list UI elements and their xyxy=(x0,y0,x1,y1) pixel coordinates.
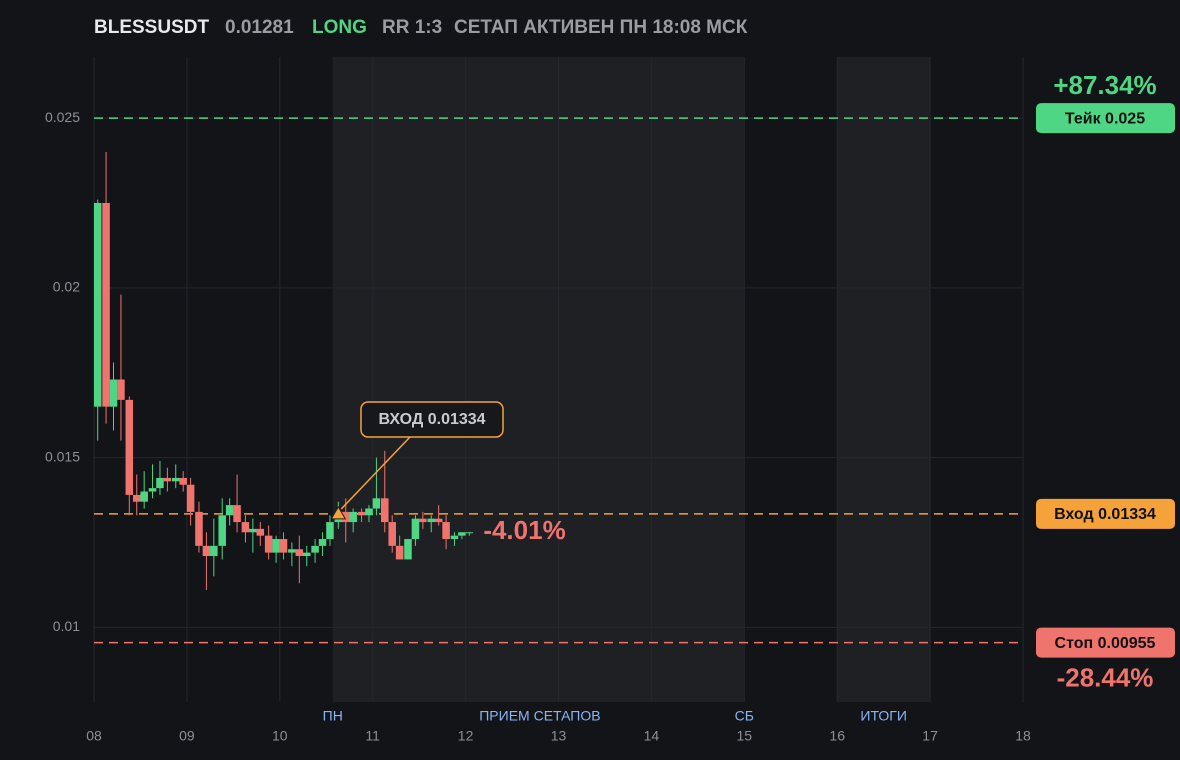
level-label: Тейк 0.025 xyxy=(1065,110,1145,127)
level-label: Вход 0.01334 xyxy=(1054,506,1156,523)
candle-body xyxy=(117,379,125,400)
candle-body xyxy=(163,477,172,482)
candle-body xyxy=(140,491,148,502)
x-tick-label: 14 xyxy=(644,728,660,744)
level-label: Стоп 0.00955 xyxy=(1055,635,1156,652)
candle-body xyxy=(388,522,396,546)
candle-body xyxy=(302,552,311,557)
candle-body xyxy=(272,539,280,553)
x-tick-label: 08 xyxy=(86,728,102,744)
price: 0.01281 xyxy=(225,17,294,38)
x-tick-label: 13 xyxy=(551,728,567,744)
candle-body xyxy=(427,518,435,523)
candle-body xyxy=(318,539,327,546)
level-change: -28.44% xyxy=(1057,662,1154,692)
candle-body xyxy=(218,515,226,546)
candle-body xyxy=(195,511,203,546)
status: СЕТАП АКТИВЕН ПН 18:08 МСК xyxy=(454,17,748,38)
x-tick-label: 10 xyxy=(272,728,288,744)
y-tick-label: 0.025 xyxy=(45,109,80,125)
candle-body xyxy=(125,399,134,495)
annotation-leader xyxy=(340,436,411,510)
level-pill xyxy=(1036,103,1175,134)
candle-body xyxy=(434,518,443,523)
candle-body xyxy=(404,539,412,560)
last-change: -4.01% xyxy=(483,515,565,545)
annotation-text: ВХОД 0.01334 xyxy=(378,411,485,428)
candle-body xyxy=(210,545,218,557)
candle-body xyxy=(256,528,265,536)
zone-label: СБ xyxy=(735,708,754,724)
candle-body xyxy=(156,477,164,489)
x-tick-label: 11 xyxy=(365,728,380,744)
candle-body xyxy=(233,505,241,523)
candle-body xyxy=(395,545,404,560)
candle-body xyxy=(179,477,187,485)
candle-body xyxy=(357,511,366,516)
y-tick-label: 0.015 xyxy=(45,448,80,464)
candle-body xyxy=(202,545,211,557)
candle-body xyxy=(279,539,288,553)
candle-body xyxy=(311,545,319,553)
candle-body xyxy=(225,505,234,516)
candle-body xyxy=(249,528,257,533)
x-tick-label: 09 xyxy=(179,728,195,744)
candle-body xyxy=(419,518,427,523)
candle-body xyxy=(442,522,450,540)
side: LONG xyxy=(312,17,367,38)
level-change: +87.34% xyxy=(1053,70,1156,100)
candle-body xyxy=(93,202,102,407)
candle-body xyxy=(341,511,350,523)
candle-body xyxy=(411,518,420,540)
session-zone xyxy=(837,57,931,702)
candle-body xyxy=(295,549,304,557)
x-tick-label: 18 xyxy=(1015,728,1031,744)
candle-body xyxy=(241,522,250,533)
candle-body xyxy=(148,488,157,492)
candle-body xyxy=(171,477,180,482)
x-tick-label: 16 xyxy=(829,728,845,744)
candle-body xyxy=(288,549,296,553)
symbol: BLESSUSDT xyxy=(94,17,209,38)
candle-body xyxy=(365,508,373,516)
candle-body xyxy=(102,202,110,407)
y-tick-label: 0.02 xyxy=(53,279,80,295)
candle-body xyxy=(326,522,334,540)
candle-body xyxy=(465,532,474,534)
x-tick-label: 12 xyxy=(458,728,474,744)
candle-body xyxy=(458,532,466,536)
candle-body xyxy=(372,498,381,509)
entry-marker xyxy=(330,505,347,520)
level-pill xyxy=(1036,627,1175,658)
candle-body xyxy=(349,511,357,523)
candle-body xyxy=(381,498,389,523)
candle-body xyxy=(109,379,118,407)
candle-body xyxy=(264,535,273,553)
y-tick-label: 0.01 xyxy=(53,618,80,634)
candle-body xyxy=(132,494,141,502)
zone-label: ПН xyxy=(323,708,343,724)
candle-body xyxy=(450,535,459,540)
annotation-box xyxy=(360,401,504,438)
header: BLESSUSDT 0.01281 LONG RR 1:3 СЕТАП АКТИ… xyxy=(94,17,748,38)
x-tick-label: 15 xyxy=(737,728,753,744)
zone-label: ИТОГИ xyxy=(860,708,907,724)
x-tick-label: 17 xyxy=(922,728,938,744)
session-zone xyxy=(332,57,745,702)
risk-reward: RR 1:3 xyxy=(382,17,442,38)
zone-label: ПРИЕМ СЕТАПОВ xyxy=(479,708,600,724)
candle-body xyxy=(186,484,195,512)
level-pill xyxy=(1036,498,1175,529)
